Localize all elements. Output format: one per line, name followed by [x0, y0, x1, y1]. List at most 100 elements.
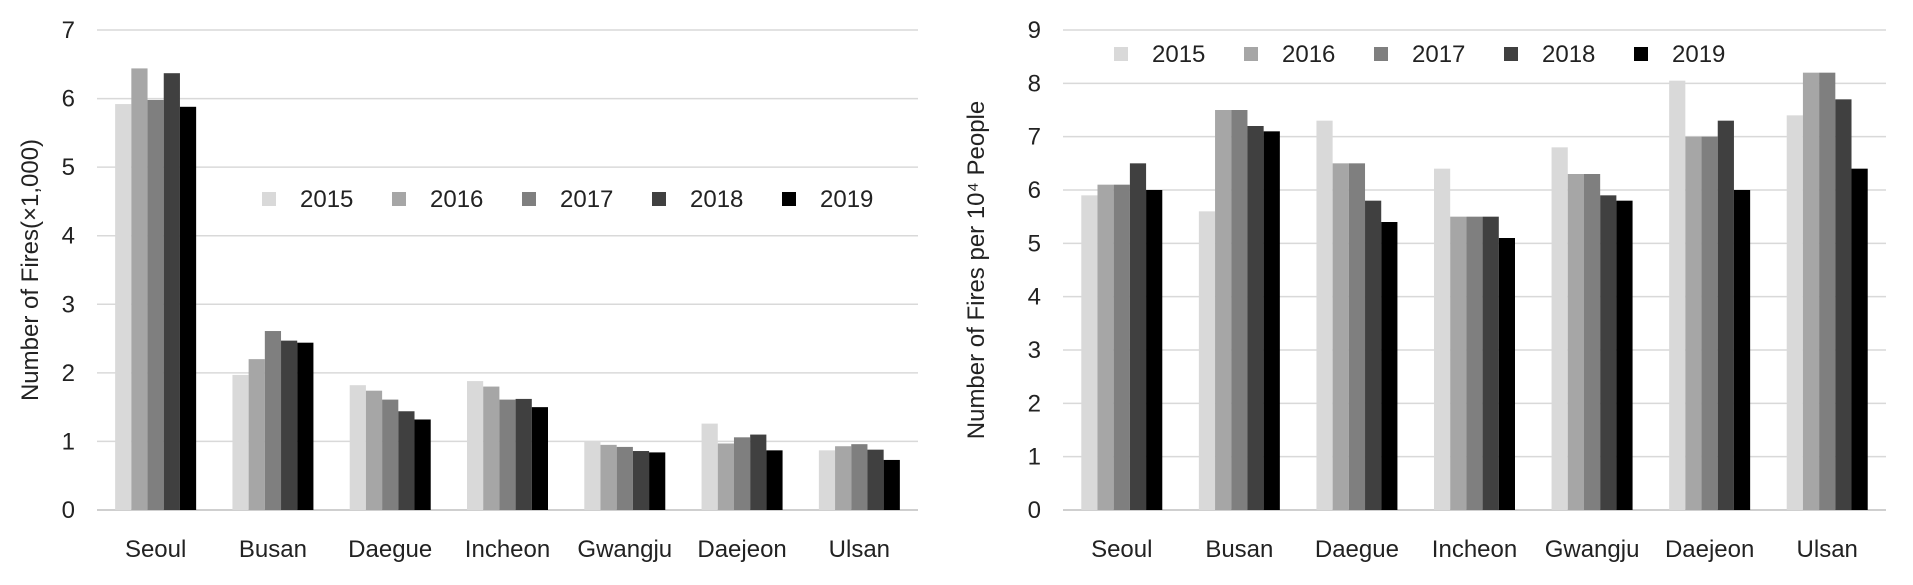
legend-swatch: [1634, 47, 1648, 61]
bar-daegue-2015: [1316, 120, 1333, 511]
chart-fires-count: 0 1 2 3 4 5 6 7 Number of Fires(×1,000) Seoul Busa…: [17, 17, 918, 563]
legend-label: 2017: [1412, 41, 1465, 68]
bar-ulsan-2019: [1851, 168, 1868, 510]
x-tick-label: Daejeon: [697, 536, 786, 563]
bar-gwangju-2018: [1600, 195, 1617, 511]
bar-incheon-2018: [1482, 216, 1499, 510]
bar-daejeon-2019: [766, 450, 783, 510]
x-tick-label: Ulsan: [1797, 536, 1858, 563]
x-tick-label: Daegue: [348, 536, 432, 563]
bar-daejeon-2016: [1685, 136, 1702, 510]
bar-incheon-2016: [483, 386, 500, 510]
bar-ulsan-2016: [1802, 72, 1820, 511]
bar-incheon-2015: [467, 381, 484, 510]
legend-label: 2019: [820, 186, 873, 213]
bar-daejeon-2018: [750, 434, 767, 510]
bar-daegue-2015: [349, 385, 366, 510]
bar-daegue-2019: [1381, 222, 1398, 510]
bar-gwangju-2019: [649, 452, 666, 510]
bar-daejeon-2015: [701, 423, 718, 510]
x-tick-label: Seoul: [125, 536, 186, 563]
bar-ulsan-2018: [1835, 99, 1852, 510]
legend-swatch: [1504, 47, 1518, 61]
bar-ulsan-2016: [835, 446, 852, 510]
bar-gwangju-2016: [1567, 174, 1584, 510]
bar-daejeon-2017: [733, 437, 751, 510]
legend-swatch: [1114, 47, 1128, 61]
bar-daejeon-2019: [1733, 190, 1751, 510]
bar-busan-2019: [1263, 131, 1280, 511]
bar-incheon-2017: [499, 399, 516, 510]
y-tick-label: 3: [1028, 337, 1041, 364]
bar-seoul-2016: [131, 68, 148, 511]
bar-seoul-2018: [1129, 163, 1147, 511]
legend-label: 2017: [560, 186, 613, 213]
legend-swatch: [652, 192, 666, 206]
bar-seoul-2019: [179, 106, 197, 511]
y-tick-label: 6: [62, 86, 75, 113]
y-tick-label: 5: [62, 154, 75, 181]
bar-daegue-2018: [1365, 200, 1382, 510]
legend-swatch: [392, 192, 406, 206]
bar-ulsan-2017: [851, 444, 868, 510]
chart-fires-per-capita: 0 1 2 3 4 5 6 7 8 9 Number of Fires per 10⁴ People…: [963, 17, 1886, 563]
bar-daejeon-2017: [1701, 136, 1718, 510]
bar-seoul-2015: [1081, 195, 1098, 511]
bar-seoul-2019: [1146, 190, 1163, 510]
y-tick-label: 4: [1028, 284, 1041, 311]
bar-gwangju-2015: [1551, 147, 1568, 511]
y-tick-label: 2: [1028, 390, 1041, 417]
bar-busan-2018: [281, 340, 298, 510]
x-tick-label: Incheon: [1432, 536, 1517, 563]
y-tick-label: 1: [62, 428, 75, 455]
y-tick-label: 5: [1028, 230, 1041, 257]
bar-ulsan-2015: [1786, 115, 1803, 510]
bar-ulsan-2015: [818, 450, 836, 510]
x-tick-label: Gwangju: [1545, 536, 1640, 563]
bar-busan-2015: [232, 374, 249, 510]
y-tick-label: 0: [62, 497, 75, 524]
x-tick-label: Seoul: [1091, 536, 1152, 563]
y-axis-title: Number of Fires(×1,000): [17, 139, 44, 401]
bar-gwangju-2016: [600, 444, 617, 510]
bar-seoul-2017: [147, 99, 164, 510]
bar-daejeon-2015: [1669, 80, 1686, 511]
legend-swatch: [782, 192, 796, 206]
legend-label: 2016: [430, 186, 483, 213]
bar-daegue-2016: [1332, 163, 1349, 511]
bar-busan-2016: [248, 359, 265, 510]
y-tick-label: 7: [1028, 124, 1041, 151]
y-tick-label: 4: [62, 223, 75, 250]
bar-daejeon-2016: [717, 443, 734, 510]
legend-swatch: [522, 192, 536, 206]
legend-label: 2015: [300, 186, 353, 213]
legend-label: 2016: [1282, 41, 1335, 68]
bar-daegue-2018: [398, 411, 415, 510]
bar-ulsan-2017: [1819, 72, 1836, 511]
y-tick-label: 7: [62, 17, 75, 44]
bar-gwangju-2015: [584, 441, 601, 510]
bar-busan-2019: [297, 342, 314, 510]
bar-gwangju-2018: [632, 451, 650, 510]
legend-label: 2015: [1152, 41, 1205, 68]
bar-daegue-2019: [414, 419, 431, 510]
bar-gwangju-2019: [1616, 200, 1633, 510]
bar-gwangju-2017: [1583, 174, 1601, 510]
bar-ulsan-2018: [867, 449, 884, 510]
bar-incheon-2019: [531, 407, 548, 510]
bar-busan-2017: [1231, 110, 1248, 510]
y-axis-title: Number of Fires per 10⁴ People: [963, 101, 990, 439]
legend-label: 2018: [690, 186, 743, 213]
legend-swatch: [1374, 47, 1388, 61]
x-tick-label: Ulsan: [829, 536, 890, 563]
y-tick-label: 6: [1028, 177, 1041, 204]
bar-daegue-2017: [382, 399, 399, 510]
y-tick-label: 8: [1028, 70, 1041, 97]
bar-busan-2015: [1198, 211, 1216, 511]
bar-ulsan-2019: [883, 459, 900, 510]
y-tick-label: 2: [62, 360, 75, 387]
x-tick-label: Gwangju: [577, 536, 672, 563]
legend-label: 2019: [1672, 41, 1725, 68]
x-tick-label: Busan: [1205, 536, 1273, 563]
